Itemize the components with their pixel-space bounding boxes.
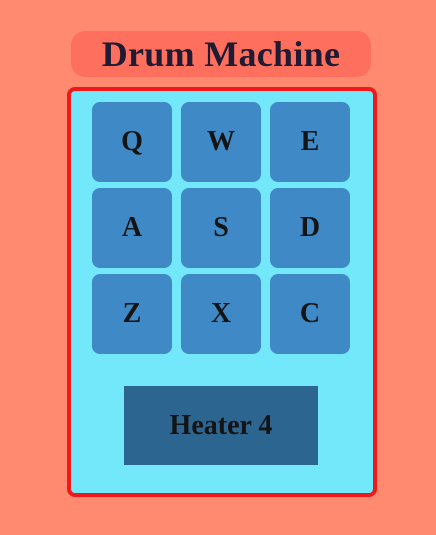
drum-pad-grid: Q W E A S D Z X C (92, 102, 350, 354)
drum-pad-w[interactable]: W (181, 102, 261, 182)
page-title: Drum Machine (71, 31, 371, 77)
drum-pad-d[interactable]: D (270, 188, 350, 268)
drum-machine: Q W E A S D Z X C Heater 4 (67, 87, 377, 497)
drum-pad-x[interactable]: X (181, 274, 261, 354)
drum-pad-e[interactable]: E (270, 102, 350, 182)
drum-pad-a[interactable]: A (92, 188, 172, 268)
drum-pad-c[interactable]: C (270, 274, 350, 354)
drum-pad-z[interactable]: Z (92, 274, 172, 354)
drum-pad-s[interactable]: S (181, 188, 261, 268)
drum-pad-q[interactable]: Q (92, 102, 172, 182)
sound-display: Heater 4 (124, 386, 318, 465)
